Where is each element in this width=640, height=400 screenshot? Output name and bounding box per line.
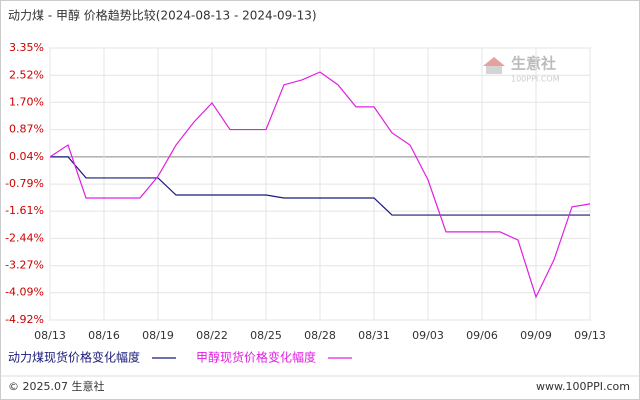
y-tick-label: -1.61% bbox=[5, 204, 44, 217]
y-tick-label: -3.27% bbox=[5, 259, 44, 272]
y-tick-label: -4.09% bbox=[5, 286, 44, 299]
y-tick-label: -2.44% bbox=[5, 231, 44, 244]
x-tick-label: 09/09 bbox=[520, 329, 552, 342]
x-tick-label: 08/16 bbox=[88, 329, 120, 342]
y-tick-label: 3.35% bbox=[9, 41, 44, 54]
y-tick-label: 0.04% bbox=[9, 150, 44, 163]
x-tick-label: 08/13 bbox=[34, 329, 66, 342]
x-tick-label: 08/22 bbox=[196, 329, 228, 342]
x-tick-label: 08/31 bbox=[358, 329, 390, 342]
footer-right: www.100PPI.com bbox=[536, 380, 630, 393]
watermark-sub: 100PPI.COM bbox=[511, 75, 560, 84]
legend-label: 动力煤现货价格变化幅度 bbox=[8, 350, 140, 365]
x-tick-label: 09/06 bbox=[466, 329, 498, 342]
x-tick-label: 08/19 bbox=[142, 329, 174, 342]
x-tick-label: 08/25 bbox=[250, 329, 282, 342]
x-tick-label: 08/28 bbox=[304, 329, 336, 342]
y-tick-label: 1.70% bbox=[9, 95, 44, 108]
series-line bbox=[49, 71, 591, 299]
y-tick-label: 2.52% bbox=[9, 68, 44, 81]
y-tick-label: -0.79% bbox=[5, 177, 44, 190]
footer-left: © 2025.07 生意社 bbox=[8, 379, 104, 393]
chart-title: 动力煤 - 甲醇 价格趋势比较(2024-08-13 - 2024-09-13) bbox=[8, 8, 317, 23]
x-tick-label: 09/03 bbox=[412, 329, 444, 342]
watermark-logo bbox=[483, 57, 505, 74]
watermark: 生意社 bbox=[511, 55, 556, 73]
x-tick-label: 09/13 bbox=[574, 329, 606, 342]
legend-label: 甲醇现货价格变化幅度 bbox=[196, 350, 316, 365]
series-line bbox=[50, 156, 590, 216]
y-tick-label: -4.92% bbox=[5, 313, 44, 326]
y-tick-label: 0.87% bbox=[9, 123, 44, 136]
